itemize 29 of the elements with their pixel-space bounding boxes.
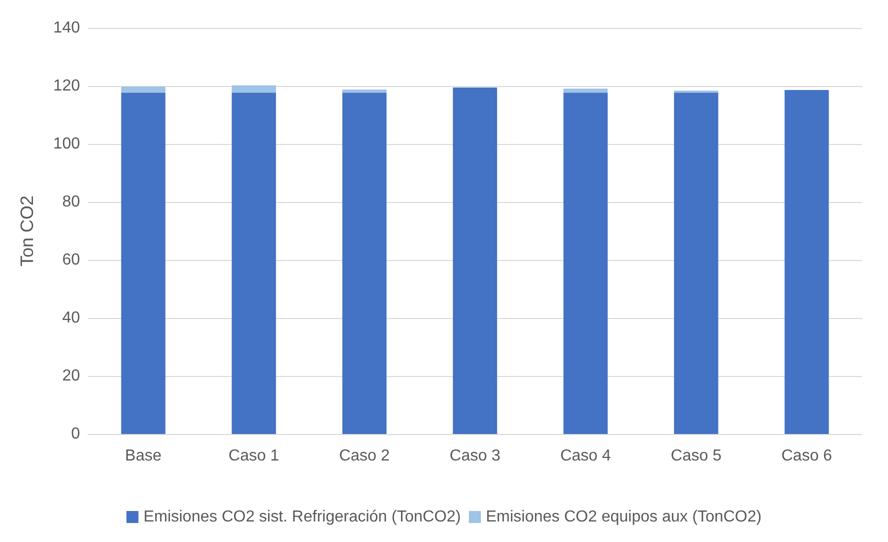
y-tick-label: 20 (62, 368, 80, 384)
y-tick-label: 140 (53, 20, 80, 36)
x-tick-label: Caso 5 (670, 448, 722, 464)
y-tick-label: 120 (53, 78, 80, 94)
y-tick-label: 0 (71, 426, 80, 442)
y-tick-label: 80 (62, 194, 80, 210)
x-tick-label: Caso 1 (228, 448, 280, 464)
bar (121, 92, 166, 434)
legend-label: Emisiones CO2 sist. Refrigeración (TonCO2) (143, 508, 461, 526)
bar (121, 86, 166, 93)
x-tick-label: Caso 3 (450, 448, 500, 464)
bar (232, 92, 276, 434)
bar (674, 92, 718, 434)
y-axis-title: Ton CO2 (17, 195, 37, 267)
bar (232, 85, 276, 93)
x-tick-label: Caso 2 (339, 448, 390, 464)
y-tick-label: 40 (62, 310, 80, 326)
bar (342, 89, 387, 93)
y-tick-label: 60 (62, 252, 80, 268)
bar (563, 92, 608, 434)
legend-label: Emisiones CO2 equipos aux (TonCO2) (486, 508, 762, 526)
bar (563, 88, 608, 93)
bar (452, 87, 498, 434)
bar (342, 92, 387, 434)
x-tick-label: Caso 6 (781, 448, 832, 464)
x-tick-label: Base (125, 448, 162, 464)
y-tick-label: 100 (53, 136, 80, 152)
x-tick-label: Caso 4 (560, 448, 612, 464)
bar (784, 90, 829, 434)
